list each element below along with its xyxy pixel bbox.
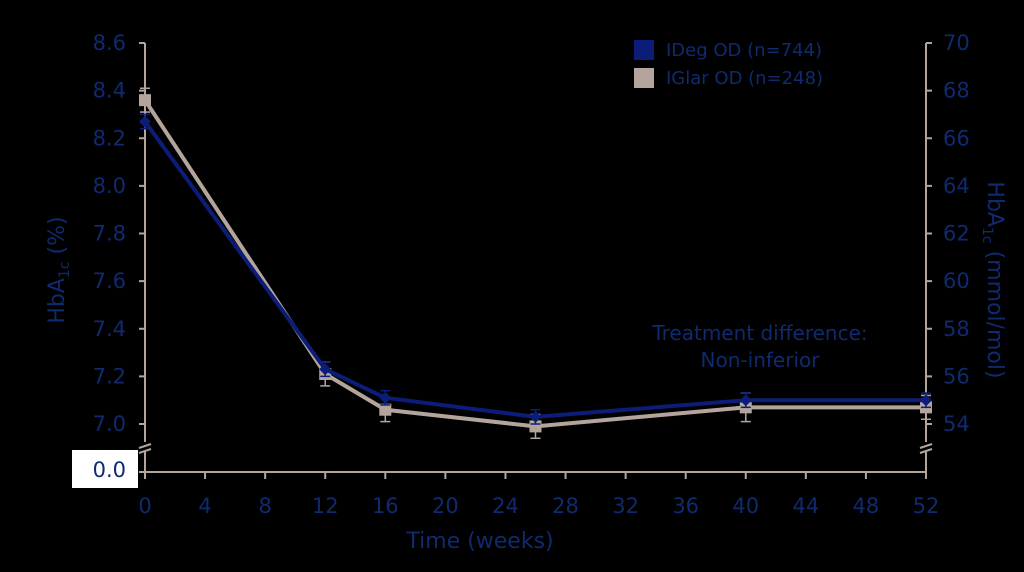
series-iglar (139, 87, 932, 440)
y-tick-label: 7.4 (93, 317, 126, 341)
data-point (139, 94, 151, 107)
y-tick-label: 8.6 (93, 31, 126, 55)
x-tick-label: 28 (552, 494, 579, 518)
y-axis-title: HbA1c (%) (45, 216, 73, 323)
series-line (143, 120, 926, 419)
y2-tick-label: 62 (943, 222, 970, 246)
x-tick-label: 20 (432, 494, 459, 518)
y-axis-title-sub: 1c (57, 261, 73, 278)
x-tick-label: 32 (612, 494, 639, 518)
y-tick-label: 7.0 (93, 412, 126, 436)
y-tick-label: 7.2 (93, 364, 126, 388)
data-point (920, 394, 932, 407)
legend-swatch (634, 68, 654, 88)
y2-tick-label: 58 (943, 317, 970, 341)
y-break-label: 0.0 (93, 458, 126, 482)
y2-axis-title-sub: 1c (979, 227, 995, 244)
legend-swatch (634, 40, 654, 60)
x-tick-label: 36 (672, 494, 699, 518)
y-tick-label: 7.8 (93, 222, 126, 246)
x-axis-title: Time (weeks) (405, 529, 553, 554)
data-point (319, 363, 332, 376)
y-tick-label: 8.2 (93, 126, 126, 150)
legend-label: IDeg OD (n=744) (666, 40, 822, 61)
y-axis-title-main: HbA (45, 278, 70, 324)
y-tick-label: 7.6 (93, 269, 126, 293)
y2-axis-title-tail: (mmol/mol) (982, 244, 1007, 379)
legend-label: IGlar OD (n=248) (666, 68, 823, 89)
x-tick-label: 4 (198, 494, 211, 518)
y2-tick-label: 68 (943, 79, 970, 103)
y-tick-label: 8.4 (93, 79, 126, 103)
y2-tick-label: 60 (943, 269, 970, 293)
annotation-line: Non-inferior (701, 348, 821, 372)
x-tick-label: 0 (138, 494, 151, 518)
y2-tick-label: 56 (943, 364, 970, 388)
y-axis-break-mark-1 (138, 443, 152, 449)
series-line (143, 99, 926, 429)
x-tick-label: 48 (853, 494, 880, 518)
x-tick-label: 24 (492, 494, 519, 518)
annotation-line: Treatment difference: (651, 321, 867, 345)
y2-axis-title: HbA1c (mmol/mol) (979, 181, 1007, 378)
data-point (139, 115, 151, 128)
y2-tick-label: 70 (943, 31, 970, 55)
y2-tick-label: 54 (943, 412, 970, 436)
x-tick-label: 12 (312, 494, 339, 518)
y-tick-label: 8.0 (93, 174, 126, 198)
y2-axis-break-mark-2 (919, 448, 933, 454)
y-axis-title-tail: (%) (45, 216, 70, 261)
y-axis-break-mark-2 (138, 448, 152, 454)
data-point (379, 403, 392, 416)
x-tick-label: 44 (792, 494, 819, 518)
data-point (379, 391, 392, 404)
y2-axis-break-mark-1 (919, 443, 933, 449)
x-tick-label: 40 (732, 494, 759, 518)
y2-tick-label: 64 (943, 174, 970, 198)
y-break-box (72, 450, 138, 488)
data-point (529, 410, 542, 423)
x-tick-label: 8 (258, 494, 271, 518)
series-ideg (139, 113, 932, 425)
data-point (739, 394, 752, 407)
x-tick-label: 16 (372, 494, 399, 518)
y2-tick-label: 66 (943, 126, 970, 150)
x-tick-label: 52 (913, 494, 940, 518)
y2-axis-title-main: HbA (982, 181, 1007, 227)
